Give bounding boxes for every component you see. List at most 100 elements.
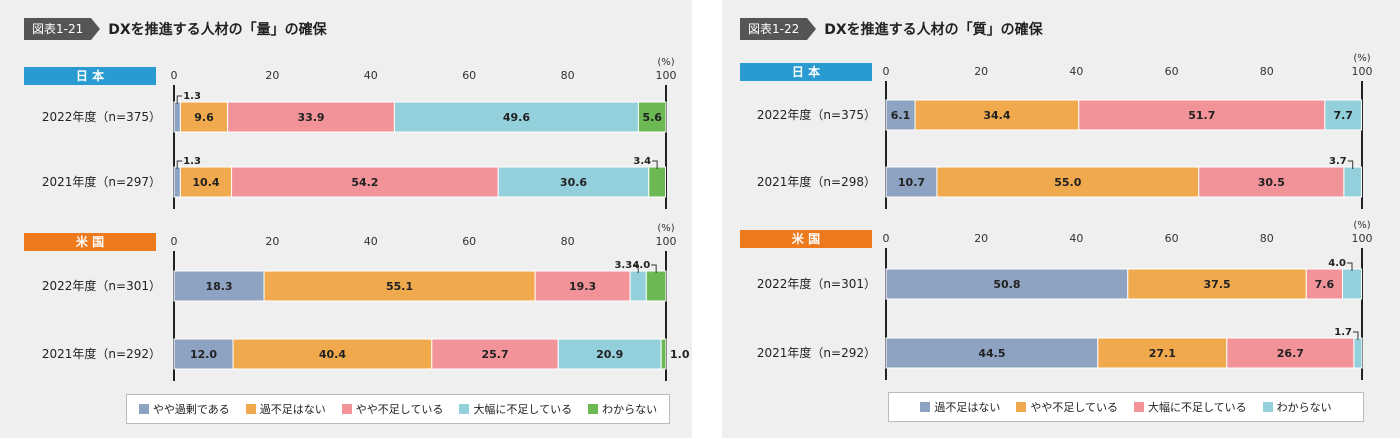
- x-tick-label: 60: [1165, 232, 1179, 245]
- bar-segment: [645, 270, 667, 302]
- data-label: 30.6: [560, 176, 587, 189]
- x-tick-label: 80: [1260, 232, 1274, 245]
- bar-segment: [885, 99, 916, 131]
- group-header-label: 日 本: [792, 64, 820, 79]
- legend-swatch: [588, 404, 599, 414]
- figure-number: 図表1-21: [24, 18, 92, 40]
- data-label: 4.0: [632, 260, 650, 271]
- x-tick-label: 40: [1069, 65, 1083, 78]
- data-label: 55.0: [1054, 176, 1081, 189]
- x-tick-label: 100: [1352, 232, 1373, 245]
- data-label: 9.6: [194, 111, 214, 124]
- group-header-label: 日 本: [76, 68, 104, 83]
- chart-title: DXを推進する人材の「量」の確保: [108, 22, 327, 38]
- bar-segment: [637, 101, 667, 133]
- data-label: 10.7: [898, 176, 925, 189]
- legend-item: わからない: [588, 401, 657, 417]
- bar-segment: [885, 166, 938, 198]
- x-tick-label: 20: [974, 232, 988, 245]
- legend-swatch: [138, 404, 149, 414]
- row-label: 2021年度（n=298）: [757, 174, 876, 189]
- x-tick-label: 60: [462, 69, 476, 82]
- bar-segment: [1353, 337, 1363, 369]
- legend-item: 大幅に不足している: [459, 401, 572, 417]
- bar-segment: [179, 166, 233, 198]
- x-tick-label: 20: [265, 69, 279, 82]
- group-header: [740, 230, 872, 248]
- group-header: [24, 67, 156, 85]
- legend-item: 大幅に不足している: [1134, 399, 1247, 415]
- legend-label: 過不足はない: [259, 403, 326, 416]
- legend-item: 過不足はない: [920, 399, 1000, 415]
- legend-swatch: [1262, 402, 1273, 412]
- group-header: [740, 63, 872, 81]
- data-label: 34.4: [983, 109, 1010, 122]
- bar-segment: [1097, 337, 1228, 369]
- bar-segment: [1324, 99, 1363, 131]
- bar-segment: [1078, 99, 1326, 131]
- row-label: 2022年度（n=375）: [42, 109, 161, 124]
- legend-label: やや不足している: [355, 403, 444, 416]
- x-tick-label: 100: [1352, 65, 1373, 78]
- figure-tag: 図表1-22 DXを推進する人材の「質」の確保: [740, 18, 1043, 40]
- data-label: 20.9: [596, 348, 623, 361]
- x-tick-label: 20: [974, 65, 988, 78]
- data-label: 51.7: [1188, 109, 1215, 122]
- chart-legend: やや過剰である 過不足はない やや不足している 大幅に不足している わからない: [126, 394, 670, 424]
- quality-stacked-bar-chart: 日 本 0 20 40 60 80 100(%)2022年度（n=375） 6.1 34.4 51…: [740, 53, 1373, 380]
- unit-label: (%): [1353, 220, 1370, 231]
- data-label: 26.7: [1277, 347, 1304, 360]
- unit-label: (%): [657, 223, 674, 234]
- legend-label: 過不足はない: [934, 401, 1001, 414]
- data-label: 50.8: [993, 278, 1020, 291]
- data-label: 44.5: [978, 347, 1005, 360]
- data-label: 40.4: [319, 348, 346, 361]
- legend-item: やや不足している: [341, 401, 444, 417]
- x-tick-label: 60: [462, 235, 476, 248]
- row-label: 2021年度（n=292）: [757, 345, 876, 360]
- data-label: 37.5: [1203, 278, 1230, 291]
- data-label: 5.6: [642, 111, 662, 124]
- data-label: 19.3: [569, 280, 596, 293]
- x-tick-label: 0: [883, 232, 890, 245]
- legend-swatch: [341, 404, 352, 414]
- x-tick-label: 80: [561, 69, 575, 82]
- bar-segment: [173, 101, 181, 133]
- data-label: 55.1: [386, 280, 413, 293]
- group-header-label: 米 国: [76, 234, 104, 249]
- bar-segment: [431, 338, 559, 370]
- quantity-stacked-bar-chart: 日 本 0 20 40 60 80 100(%)2022年度（n=375）1.39.6 33.…: [24, 57, 690, 381]
- bar-segment: [173, 166, 181, 198]
- data-label: 12.0: [190, 348, 217, 361]
- leader-line: [176, 95, 183, 104]
- bar-segment: [885, 337, 1099, 369]
- x-tick-label: 60: [1165, 65, 1179, 78]
- bar-segment: [660, 338, 667, 370]
- bar-segment: [1341, 268, 1363, 300]
- x-tick-label: 80: [1260, 65, 1274, 78]
- figure-arrow-icon: [91, 18, 101, 40]
- x-tick-label: 100: [656, 69, 677, 82]
- row-label: 2021年度（n=297）: [42, 174, 161, 189]
- row-label: 2022年度（n=301）: [757, 276, 876, 291]
- legend-label: 大幅に不足している: [473, 403, 573, 416]
- legend-swatch: [1016, 402, 1027, 412]
- chart-title: DXを推進する人材の「質」の確保: [824, 22, 1043, 38]
- bar-segment: [227, 101, 395, 133]
- data-label: 25.7: [481, 348, 508, 361]
- data-label: 1.0: [670, 348, 690, 361]
- legend-item: やや不足している: [1016, 399, 1118, 415]
- data-label: 7.6: [1315, 278, 1335, 291]
- leader-line: [651, 264, 657, 273]
- data-label: 1.3: [183, 91, 201, 102]
- row-label: 2022年度（n=301）: [42, 278, 161, 293]
- leader-line: [176, 160, 183, 169]
- leader-line: [652, 160, 658, 169]
- legend-label: わからない: [1276, 401, 1332, 414]
- data-label: 33.9: [297, 111, 324, 124]
- bar-segment: [914, 99, 1080, 131]
- legend-item: 過不足はない: [245, 401, 326, 417]
- data-label: 54.2: [351, 176, 378, 189]
- bar-segment: [1343, 166, 1363, 198]
- figure-arrow-icon: [807, 18, 817, 40]
